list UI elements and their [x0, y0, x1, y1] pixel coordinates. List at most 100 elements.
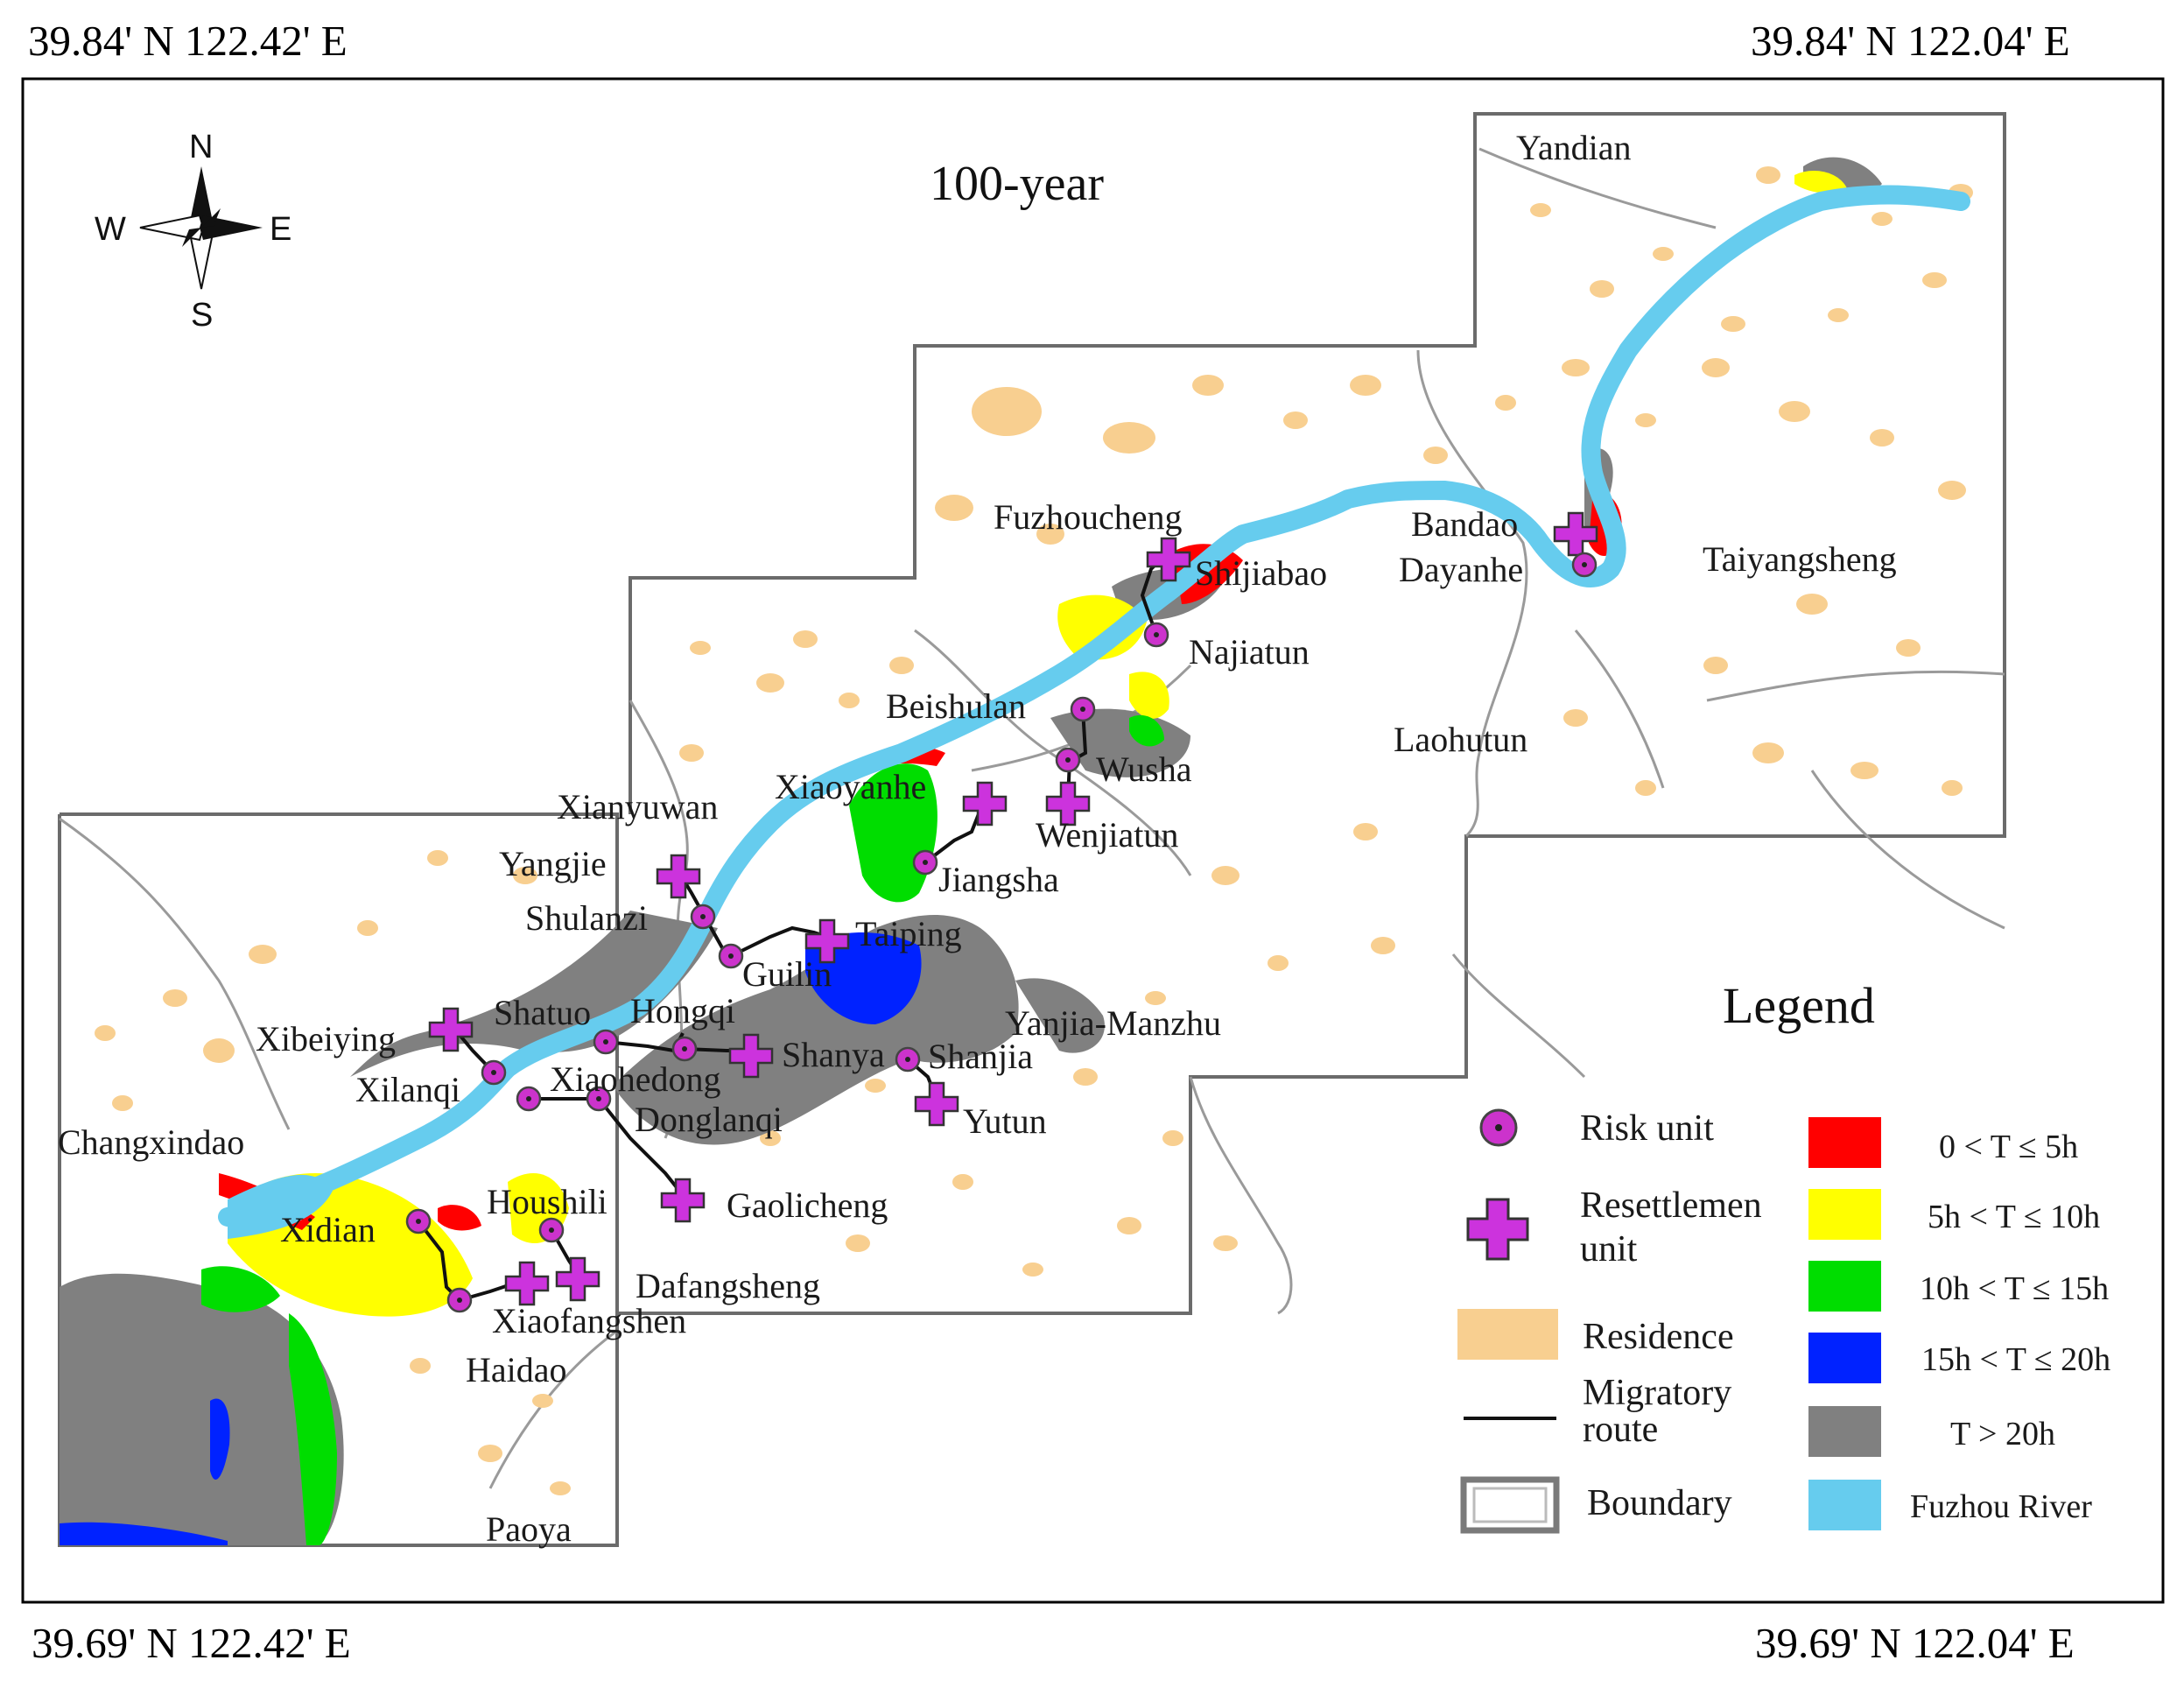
legend-residence-label: Residence	[1583, 1317, 1734, 1357]
legend: Legend Risk unit Resettlemen unit Reside…	[1457, 977, 2110, 1534]
resettlement-unit-marker	[804, 918, 850, 964]
place-label: Shulanzi	[525, 898, 648, 938]
place-label: Xiaoyanhe	[775, 767, 926, 806]
corner-coordinate-top-right: 39.84' N 122.04' E	[1751, 17, 2070, 65]
legend-class-label: 10h < T ≤ 15h	[1920, 1270, 2109, 1307]
legend-title: Legend	[1723, 977, 1875, 1034]
resettlement-unit-marker	[1045, 781, 1091, 826]
place-label: Houshili	[487, 1182, 607, 1221]
place-label: Guilin	[742, 954, 832, 994]
place-label: Shanya	[782, 1035, 885, 1074]
corner-coordinate-bottom-right: 39.69' N 122.04' E	[1755, 1619, 2075, 1667]
resettlement-unit-marker	[914, 1081, 959, 1127]
resettlement-unit-marker	[1553, 511, 1598, 557]
place-label: Beishulan	[886, 686, 1026, 726]
place-label: Paoya	[486, 1509, 572, 1549]
resettlement-unit-marker	[555, 1256, 600, 1302]
compass-rose: N S E W	[95, 129, 291, 334]
place-label: Xiaohedong	[550, 1059, 721, 1099]
legend-class-swatch	[1808, 1189, 1881, 1240]
flood-zone-10-15h	[289, 1313, 337, 1545]
legend-class-swatch	[1808, 1406, 1881, 1457]
legend-class-label: 5h < T ≤ 10h	[1928, 1199, 2100, 1235]
flood-zone-15-20h	[60, 1522, 228, 1545]
legend-risk-unit-label: Risk unit	[1580, 1108, 1714, 1149]
flood-zone-5-10h	[1129, 672, 1169, 719]
fuzhou-river-widening	[228, 1174, 333, 1239]
corner-coordinate-top-left: 39.84' N 122.42' E	[28, 17, 348, 65]
corner-coordinate-bottom-left: 39.69' N 122.42' E	[32, 1619, 351, 1667]
place-label: Fuzhoucheng	[994, 497, 1183, 537]
legend-resettlement-unit-label-line2: unit	[1580, 1229, 1638, 1270]
flood-zone-0-5h	[438, 1205, 481, 1231]
legend-residence-swatch	[1457, 1309, 1558, 1360]
resettlement-unit-marker	[962, 781, 1008, 826]
flood-zone-t-over-20h	[1015, 978, 1105, 1053]
place-labels: Yandian Fuzhoucheng Shijiabao Bandao Day…	[58, 128, 1897, 1549]
legend-class-label: T > 20h	[1950, 1416, 2055, 1452]
place-label: Xiaofangshen	[492, 1301, 686, 1340]
resettlement-unit-marker	[660, 1178, 706, 1223]
place-label: Changxindao	[58, 1122, 244, 1162]
place-label: Xidian	[280, 1210, 376, 1249]
place-label: Wusha	[1096, 749, 1192, 789]
legend-route-label: Migratory	[1583, 1373, 1731, 1413]
residence-patches	[95, 166, 1973, 1495]
legend-class-label: Fuzhou River	[1910, 1488, 2092, 1525]
resettlement-unit-marker	[504, 1261, 550, 1306]
place-label: Shijiabao	[1195, 553, 1327, 593]
legend-class-swatch	[1808, 1333, 1881, 1383]
flood-zone-10-15h	[201, 1266, 280, 1312]
flood-zone-15-20h	[210, 1398, 230, 1480]
legend-route-label-line2: route	[1583, 1410, 1658, 1450]
place-label: Najiatun	[1189, 632, 1310, 672]
map-title: 100-year	[930, 157, 1104, 211]
place-label: Gaolicheng	[727, 1185, 888, 1225]
resettlement-unit-marker	[428, 1007, 474, 1052]
place-label: Dayanhe	[1399, 550, 1523, 589]
place-label: Taiyangsheng	[1703, 539, 1897, 579]
resettlement-units	[428, 511, 1598, 1306]
place-label: Yangjie	[499, 844, 607, 883]
legend-class-swatch	[1808, 1117, 1881, 1168]
study-area-boundary	[60, 112, 2006, 1315]
legend-class-swatch	[1808, 1261, 1881, 1312]
resettlement-unit-marker	[728, 1033, 774, 1079]
place-label: Laohutun	[1394, 720, 1527, 759]
compass-south-label: S	[191, 297, 213, 334]
compass-north-label: N	[189, 129, 213, 165]
place-label: Dafangsheng	[636, 1266, 820, 1305]
legend-class-label: 15h < T ≤ 20h	[1921, 1341, 2110, 1378]
legend-resettlement-unit-icon	[1466, 1198, 1529, 1261]
place-label: Xilanqi	[355, 1070, 460, 1109]
legend-class-label: 0 < T ≤ 5h	[1939, 1129, 2078, 1165]
flood-zone-10-15h	[1129, 714, 1164, 747]
fuzhou-river	[218, 185, 1970, 1227]
place-label: Yutun	[963, 1101, 1047, 1141]
flood-zone-5-10h	[1057, 594, 1147, 660]
legend-boundary-label: Boundary	[1587, 1483, 1732, 1523]
place-label: Wenjiatun	[1036, 815, 1178, 855]
legend-class-swatch	[1808, 1480, 1881, 1530]
place-label: Taiping	[855, 914, 962, 953]
place-label: Bandao	[1411, 504, 1518, 544]
resettlement-unit-marker	[656, 854, 701, 899]
place-label: Xianyuwan	[557, 787, 718, 826]
admin-boundaries	[59, 147, 2005, 1489]
place-label: Hongqi	[630, 991, 735, 1030]
place-label: Shanjia	[928, 1037, 1033, 1076]
place-label: Xibeiying	[256, 1019, 396, 1059]
compass-west-label: W	[95, 211, 126, 248]
flood-zone-t-over-20h	[60, 1273, 344, 1545]
place-label: Haidao	[466, 1350, 567, 1389]
flood-zone-5-10h	[1794, 171, 1847, 193]
place-label: Yanjia-Manzhu	[1005, 1003, 1221, 1043]
study-area-lower-boundary	[58, 814, 619, 1547]
compass-east-label: E	[270, 211, 291, 248]
place-label: Donglanqi	[635, 1100, 783, 1139]
legend-resettlement-unit-label: Resettlemen	[1580, 1185, 1762, 1226]
place-label: Jiangsha	[938, 860, 1059, 899]
flood-zones	[60, 157, 1882, 1545]
